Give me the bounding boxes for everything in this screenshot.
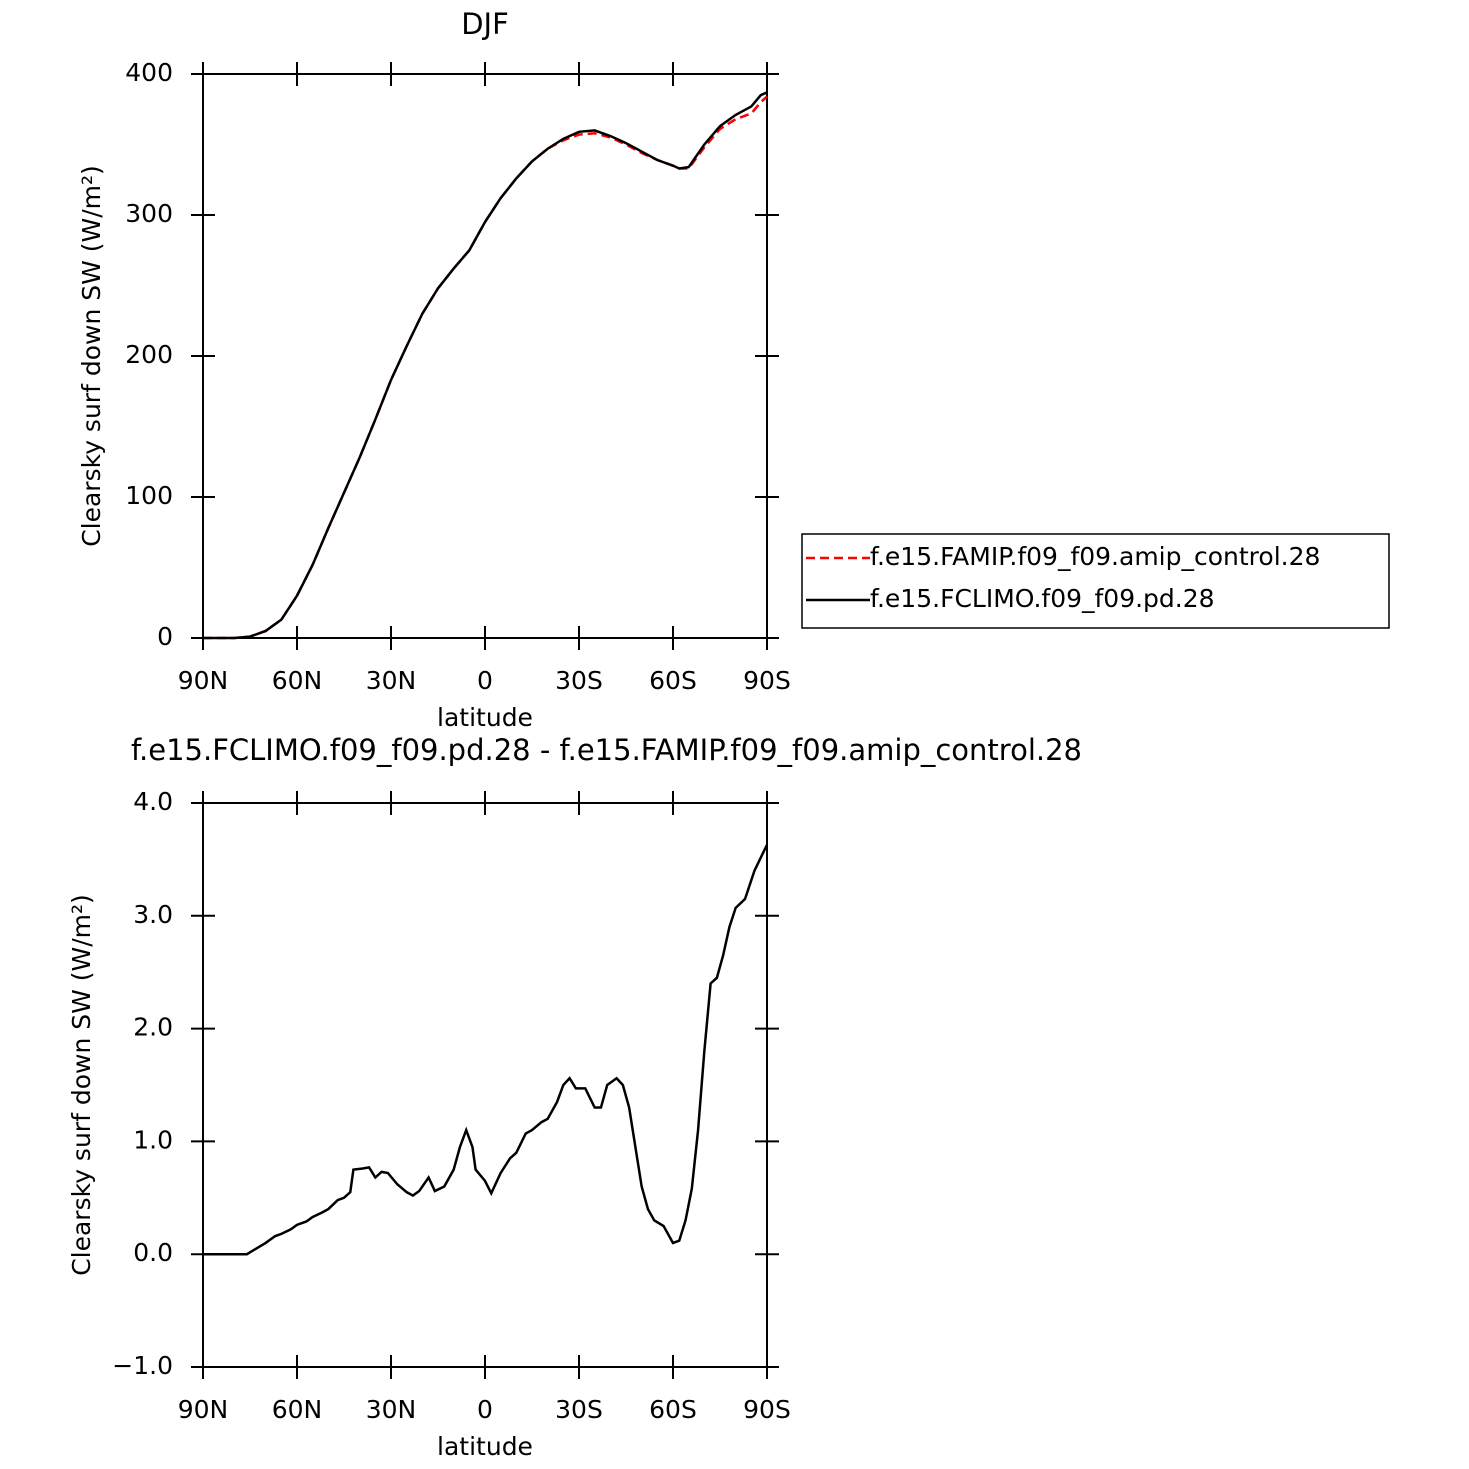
x-tick-label: 60N: [272, 666, 323, 695]
data-line: [203, 95, 768, 640]
plot-frame: [202, 802, 768, 1368]
y-tick-label: −1.0: [112, 1351, 173, 1380]
y-axis-label: Clearsky surf down SW (W/m²): [67, 894, 96, 1276]
x-tick-label: 60S: [649, 666, 697, 695]
data-line: [203, 844, 769, 1256]
y-tick-label: 2.0: [133, 1013, 173, 1042]
legend-label: f.e15.FAMIP.f09_f09.amip_control.28: [870, 542, 1320, 571]
legend-box: [801, 533, 1390, 629]
x-tick-label: 90N: [178, 1395, 229, 1424]
x-tick-label: 30S: [555, 666, 603, 695]
y-tick-label: 100: [125, 481, 173, 510]
x-tick-label: 0: [477, 1395, 493, 1424]
x-tick-label: 30N: [366, 666, 417, 695]
y-tick-label: 200: [125, 340, 173, 369]
x-tick-label: 60N: [272, 1395, 323, 1424]
y-tick-label: 1.0: [133, 1125, 173, 1154]
y-tick-label: 0.0: [133, 1238, 173, 1267]
x-tick-label: 30S: [555, 1395, 603, 1424]
y-tick-label: 300: [125, 199, 173, 228]
y-tick-label: 0: [157, 622, 173, 651]
x-tick-label: 30N: [366, 1395, 417, 1424]
x-axis-label: latitude: [437, 1432, 533, 1461]
x-axis-label: latitude: [437, 703, 533, 732]
chart-title: f.e15.FCLIMO.f09_f09.pd.28 - f.e15.FAMIP…: [131, 733, 1082, 767]
plot-frame: [202, 73, 768, 639]
y-tick-label: 4.0: [133, 787, 173, 816]
x-tick-label: 90N: [178, 666, 229, 695]
x-tick-label: 90S: [743, 666, 791, 695]
x-tick-label: 60S: [649, 1395, 697, 1424]
data-line: [203, 91, 768, 640]
y-tick-label: 3.0: [133, 900, 173, 929]
x-tick-label: 90S: [743, 1395, 791, 1424]
x-tick-label: 0: [477, 666, 493, 695]
y-tick-label: 400: [125, 58, 173, 87]
y-axis-label: Clearsky surf down SW (W/m²): [77, 165, 106, 547]
chart-title: DJF: [461, 7, 509, 41]
legend-label: f.e15.FCLIMO.f09_f09.pd.28: [870, 584, 1215, 613]
